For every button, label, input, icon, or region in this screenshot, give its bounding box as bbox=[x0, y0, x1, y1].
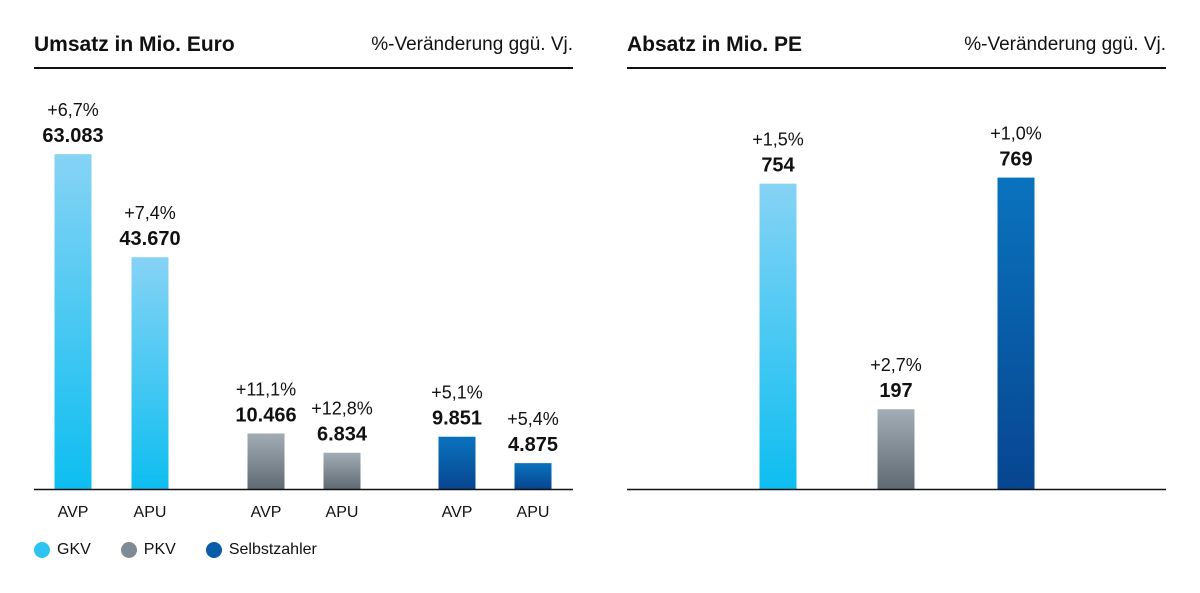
revenue-title-rule bbox=[34, 67, 573, 69]
revenue-change-label-pkv-apu: +12,8% bbox=[311, 399, 373, 419]
volume-change-label-selbstzahler-total: +1,0% bbox=[990, 124, 1042, 144]
revenue-chart-panel: Umsatz in Mio. Euro %-Veränderung ggü. V… bbox=[34, 33, 573, 521]
revenue-tick-label-gkv-avp: AVP bbox=[58, 504, 89, 521]
volume-change-label-pkv-total: +2,7% bbox=[870, 355, 922, 375]
revenue-chart-svg: 63.083 +6,7% AVP 43.670 +7,4% APU 10.466 +11,1%… bbox=[34, 100, 573, 521]
volume-chart-panel: Absatz in Mio. PE %-Veränderung ggü. Vj.… bbox=[600, 0, 1200, 593]
legend-item-selbstzahler: Selbstzahler bbox=[205, 541, 317, 559]
revenue-bar-pkv-apu bbox=[323, 452, 361, 489]
revenue-tick-label-pkv-apu: APU bbox=[326, 504, 359, 521]
volume-change-label-gkv-total: +1,5% bbox=[752, 130, 804, 150]
revenue-chart-title: Umsatz in Mio. Euro bbox=[34, 33, 235, 56]
revenue-change-label-selbstzahler-apu: +5,4% bbox=[507, 409, 559, 429]
revenue-tick-label-selbstzahler-apu: APU bbox=[517, 504, 550, 521]
volume-chart-subtitle: %-Veränderung ggü. Vj. bbox=[964, 34, 1166, 55]
revenue-bar-selbstzahler-avp bbox=[438, 436, 476, 489]
revenue-value-label-selbstzahler-avp: 9.851 bbox=[432, 408, 482, 430]
legend-swatch-pkv bbox=[120, 542, 137, 558]
volume-bar-gkv-total bbox=[759, 183, 797, 489]
volume-bar-selbstzahler-total bbox=[997, 177, 1035, 489]
volume-value-label-selbstzahler-total: 769 bbox=[999, 149, 1032, 171]
legend-label-gkv: GKV bbox=[57, 541, 91, 558]
revenue-change-label-pkv-avp: +11,1% bbox=[236, 379, 296, 399]
revenue-value-label-pkv-avp: 10.466 bbox=[235, 404, 296, 426]
revenue-value-label-gkv-avp: 63.083 bbox=[42, 125, 103, 147]
revenue-bar-gkv-apu bbox=[131, 257, 169, 489]
revenue-change-label-gkv-apu: +7,4% bbox=[124, 203, 176, 223]
revenue-value-label-pkv-apu: 6.834 bbox=[317, 424, 368, 446]
revenue-tick-label-gkv-apu: APU bbox=[134, 504, 167, 521]
revenue-value-label-gkv-apu: 43.670 bbox=[119, 228, 180, 250]
legend-label-pkv: PKV bbox=[143, 541, 176, 558]
volume-value-label-pkv-total: 197 bbox=[879, 380, 912, 402]
legend-label-selbstzahler: Selbstzahler bbox=[228, 541, 317, 558]
revenue-bar-gkv-avp bbox=[54, 154, 92, 489]
volume-chart-title: Absatz in Mio. PE bbox=[627, 33, 803, 56]
revenue-bar-pkv-avp bbox=[247, 433, 285, 489]
volume-title-rule bbox=[627, 67, 1166, 69]
revenue-bar-selbstzahler-apu bbox=[514, 463, 552, 489]
chart-legend: GKV PKV Selbstzahler bbox=[34, 541, 347, 559]
legend-swatch-selbstzahler bbox=[205, 542, 222, 558]
volume-value-label-gkv-total: 754 bbox=[761, 155, 795, 177]
volume-chart-svg: 754 +1,5% 197 +2,7% 769 +1,0% bbox=[627, 124, 1166, 491]
revenue-tick-label-selbstzahler-avp: AVP bbox=[442, 504, 473, 521]
legend-swatch-gkv bbox=[34, 542, 50, 558]
revenue-chart-subtitle: %-Veränderung ggü. Vj. bbox=[371, 34, 573, 55]
revenue-change-label-gkv-avp: +6,7% bbox=[47, 100, 99, 120]
revenue-change-label-selbstzahler-avp: +5,1% bbox=[431, 383, 483, 403]
volume-bar-pkv-total bbox=[877, 409, 915, 489]
revenue-value-label-selbstzahler-apu: 4.875 bbox=[508, 434, 558, 456]
legend-item-pkv: PKV bbox=[120, 541, 176, 559]
revenue-tick-label-pkv-avp: AVP bbox=[251, 504, 282, 521]
legend-item-gkv: GKV bbox=[34, 541, 91, 559]
